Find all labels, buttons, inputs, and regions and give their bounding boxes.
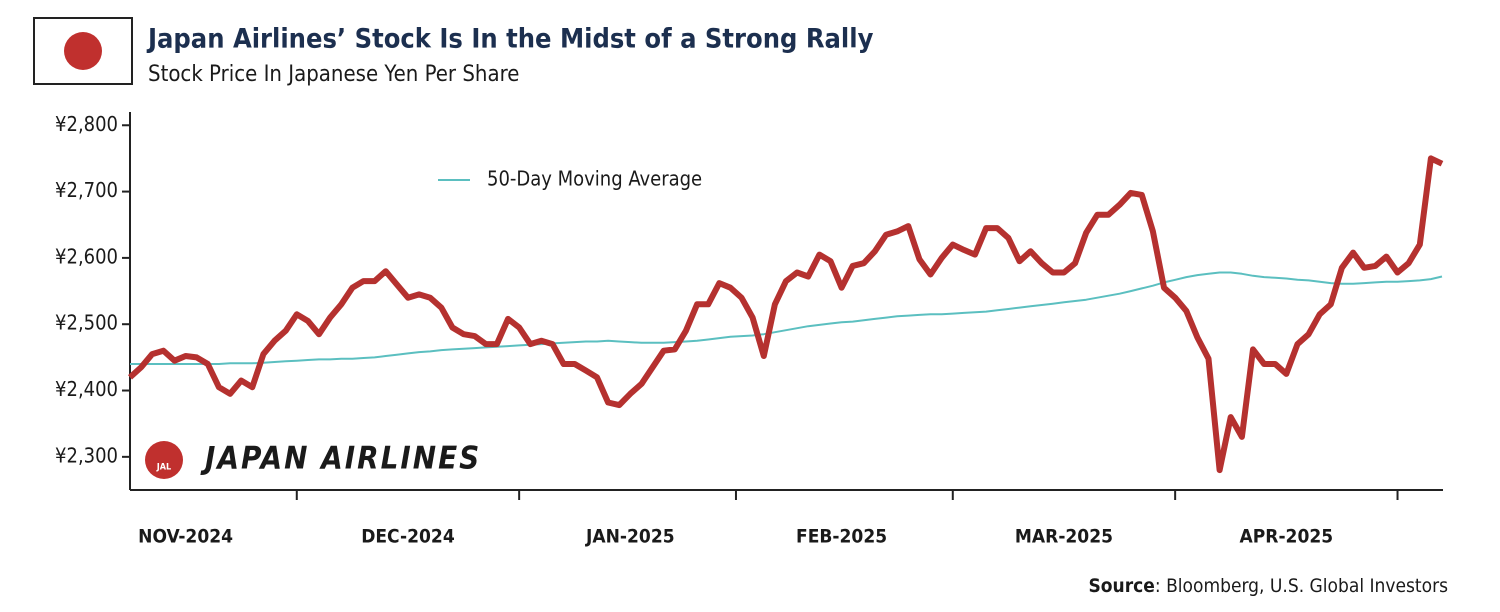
x-tick-label: JAN-2025 — [585, 526, 675, 548]
series-line — [130, 271, 1443, 365]
x-tick-label: DEC-2024 — [361, 526, 455, 548]
y-tick-label: ¥2,500 — [55, 311, 118, 335]
source: Source: Bloomberg, U.S. Global Investors — [1089, 575, 1449, 597]
x-tick-label: MAR-2025 — [1015, 526, 1113, 548]
source-label: Source — [1089, 575, 1155, 597]
chart-subtitle: Stock Price In Japanese Yen Per Share — [148, 62, 519, 87]
y-tick-label: ¥2,400 — [55, 377, 118, 401]
series-line — [127, 155, 1444, 474]
y-tick-label: ¥2,600 — [55, 244, 118, 268]
x-tick-label: NOV-2024 — [138, 526, 233, 548]
source-text: : Bloomberg, U.S. Global Investors — [1155, 575, 1448, 597]
logo-badge — [145, 441, 183, 479]
y-tick-label: ¥2,700 — [55, 178, 118, 202]
y-tick-label: ¥2,300 — [55, 443, 118, 467]
y-tick-label: ¥2,800 — [55, 112, 118, 136]
chart-title: Japan Airlines’ Stock Is In the Midst of… — [146, 24, 874, 55]
logo-text: JAPAN AIRLINES — [200, 441, 481, 477]
x-tick-label: FEB-2025 — [796, 526, 887, 548]
legend-label: 50-Day Moving Average — [487, 167, 702, 191]
x-tick-label: APR-2025 — [1240, 526, 1334, 548]
flag-sun — [64, 32, 102, 70]
logo-badge-text: JAL — [156, 463, 171, 473]
